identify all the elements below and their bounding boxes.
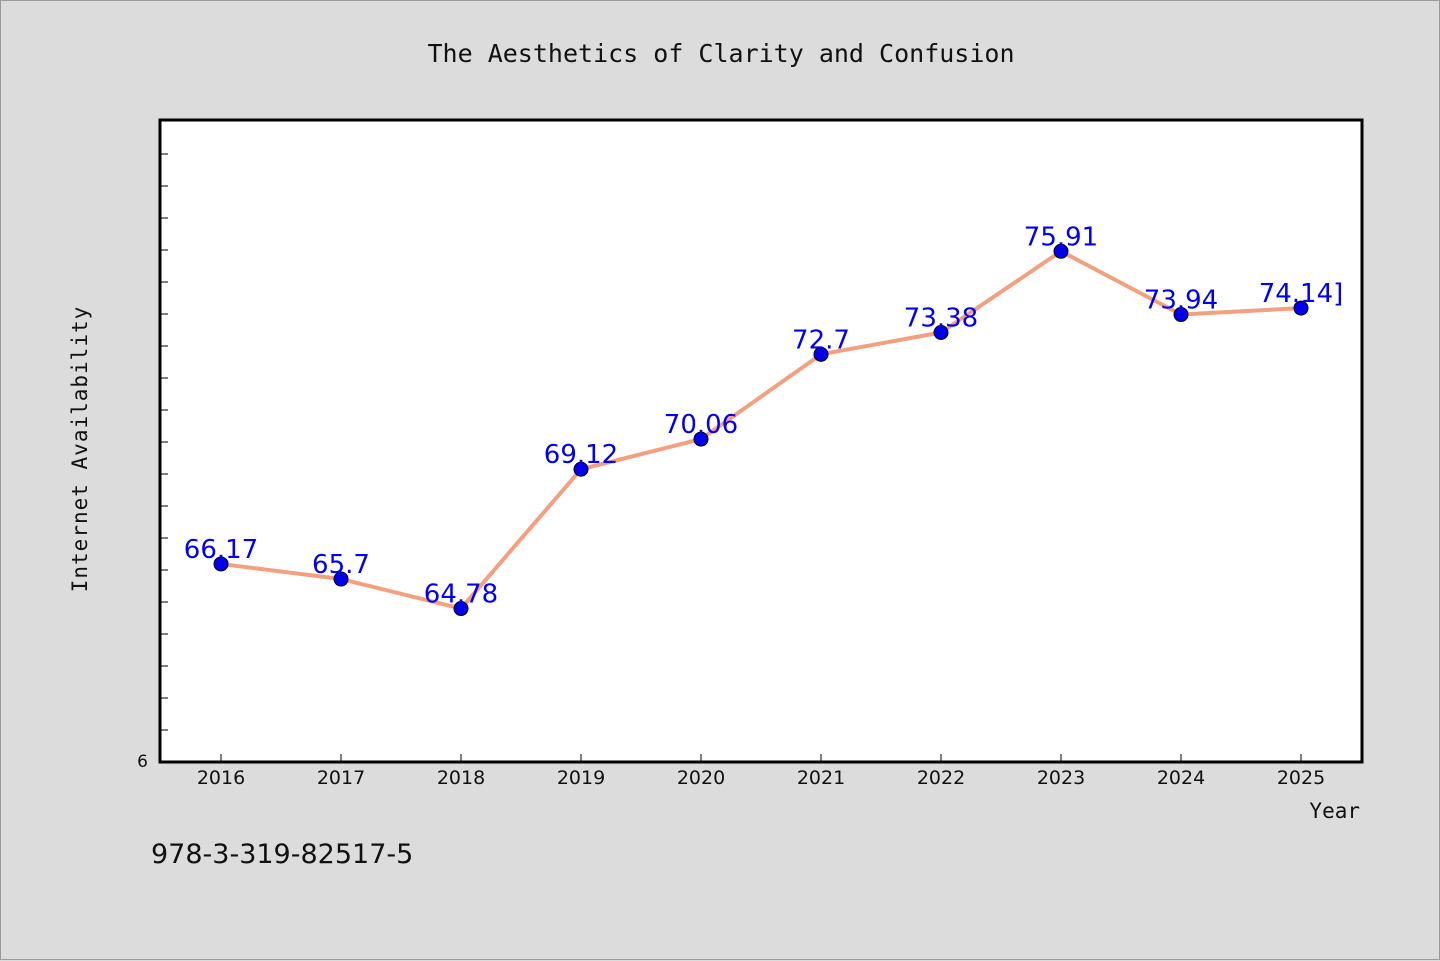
- data-point: [813, 346, 829, 362]
- x-axis-ticks: [220, 754, 1302, 762]
- data-point: [693, 431, 709, 447]
- data-label: 70.06: [664, 410, 738, 440]
- x-tick-label: 2021: [797, 767, 845, 789]
- data-label: 66.17: [184, 535, 258, 565]
- data-label: 72.7: [792, 325, 850, 355]
- data-label: 73.94: [1144, 286, 1218, 316]
- data-labels: 66.17 65.7 64.78 69.12 70.06 72.7 73.38 75.91 73…: [184, 222, 1344, 609]
- chart-title: The Aesthetics of Clarity and Confusion: [428, 39, 1015, 68]
- data-label: 75.91: [1024, 222, 1098, 252]
- data-point: [573, 461, 589, 477]
- y-axis-ticks: [160, 153, 168, 731]
- data-markers: [213, 243, 1309, 617]
- data-label: 69.12: [544, 440, 618, 470]
- data-label: 74.14]: [1259, 279, 1344, 309]
- x-tick-label: 2024: [1157, 767, 1205, 789]
- isbn-code: 978-3-319-82517-5: [151, 839, 413, 870]
- data-label: 73.38: [904, 304, 978, 334]
- x-axis-label: Year: [1309, 799, 1360, 823]
- x-tick-label: 2019: [557, 767, 605, 789]
- plot-area: [158, 118, 1364, 764]
- x-tick-label: 2022: [917, 767, 965, 789]
- y-axis-label: Internet Availability: [68, 306, 92, 593]
- x-tick-label: 2016: [197, 767, 245, 789]
- data-point: [333, 571, 349, 587]
- y-tick-label: 6: [137, 752, 148, 772]
- data-label: 64.78: [424, 580, 498, 610]
- data-point: [1173, 307, 1189, 323]
- x-tick-label: 2025: [1277, 767, 1325, 789]
- x-tick-label: 2023: [1037, 767, 1085, 789]
- data-point: [1053, 243, 1069, 259]
- data-point: [1293, 300, 1309, 316]
- data-point: [933, 325, 949, 341]
- x-tick-label: 2017: [317, 767, 365, 789]
- data-point: [213, 556, 229, 572]
- x-tick-label: 2020: [677, 767, 725, 789]
- data-label: 65.7: [312, 550, 370, 580]
- series-line: [220, 249, 1302, 611]
- data-point: [453, 601, 469, 617]
- x-tick-label: 2018: [437, 767, 485, 789]
- x-tick-labels: 2016 2017 2018 2019 2020 2021 2022 2023 2024 2025: [197, 767, 1325, 789]
